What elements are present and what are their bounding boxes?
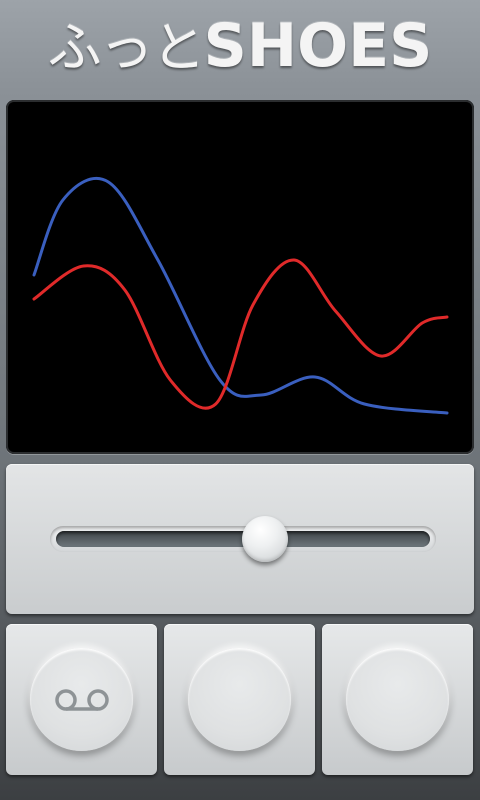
action-button-2[interactable]: [164, 624, 315, 775]
action-button-3-circle: [346, 648, 449, 751]
slider-thumb[interactable]: [241, 516, 288, 562]
waveform-series-2: [32, 258, 449, 410]
app-title-latin: SHOES: [203, 11, 433, 81]
app-title: ふっとSHOES: [0, 0, 480, 92]
voicemail-button[interactable]: [6, 624, 157, 775]
app-title-kana: ふっと: [47, 16, 206, 79]
waveform-graph: [32, 176, 449, 415]
action-button-3[interactable]: [322, 624, 473, 775]
voicemail-icon: [54, 688, 109, 711]
slider-panel: [6, 464, 474, 614]
graph-panel: [6, 100, 474, 454]
action-button-2-circle: [188, 648, 291, 751]
waveform-series-1: [32, 176, 449, 415]
voicemail-button-circle: [30, 648, 133, 751]
